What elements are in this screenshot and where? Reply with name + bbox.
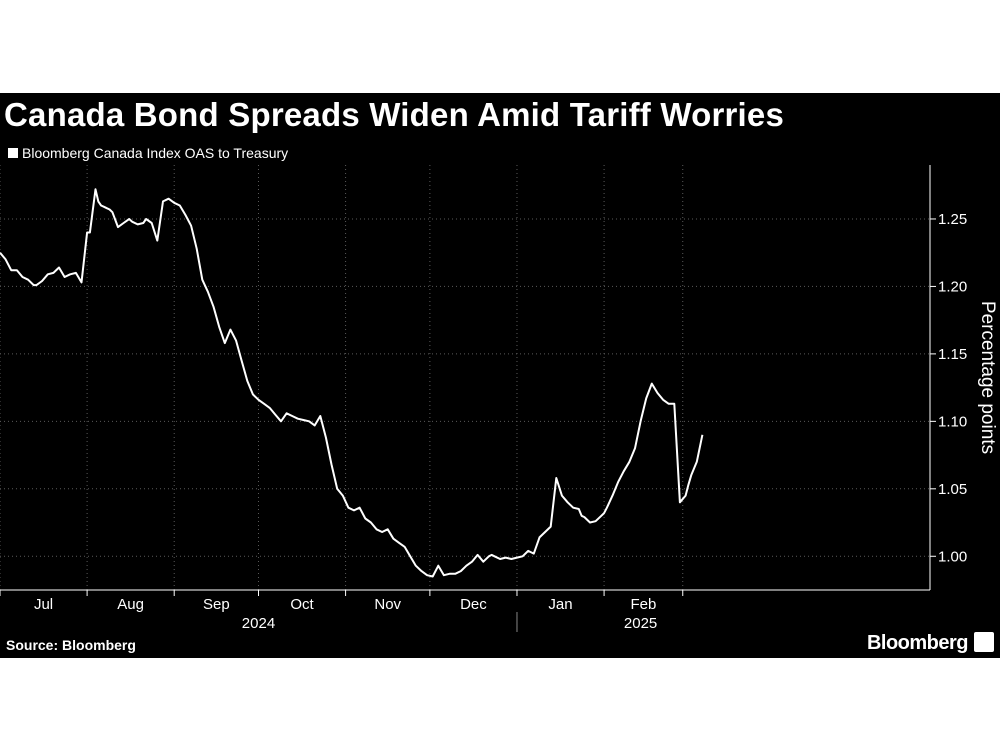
axes [0, 165, 936, 632]
x-tick-label: Sep [203, 596, 230, 613]
chart-title: Canada Bond Spreads Widen Amid Tariff Wo… [4, 96, 785, 133]
legend: Bloomberg Canada Index OAS to Treasury [8, 145, 288, 161]
x-tick-label: Aug [117, 596, 144, 613]
legend-swatch [8, 148, 18, 158]
y-tick-label: 1.00 [938, 548, 967, 565]
series [0, 188, 704, 578]
y-tick-label: 1.15 [938, 346, 967, 363]
y-tick-label: 1.20 [938, 278, 967, 295]
bloomberg-logo: Bloomberg [866, 632, 969, 654]
grid [0, 165, 930, 590]
x-tick-label: Jul [34, 596, 53, 613]
x-tick-label: Oct [290, 596, 314, 613]
chart-panel: Canada Bond Spreads Widen Amid Tariff Wo… [0, 93, 1000, 658]
series-line [0, 188, 704, 578]
y-tick-label: 1.10 [938, 413, 967, 430]
y-axis-label: Percentage points [977, 301, 998, 454]
tick-labels: 1.00 1.05 1.10 1.15 1.20 1.25 Jul Aug Sep Oct Nov D… [34, 211, 967, 632]
x-tick-label: Jan [548, 596, 572, 613]
x-tick-label: Feb [630, 596, 656, 613]
source-note: Source: Bloomberg [6, 637, 136, 653]
x-year-label: 2024 [242, 615, 275, 632]
legend-label: Bloomberg Canada Index OAS to Treasury [22, 145, 289, 161]
bloomberg-chart-icon [974, 632, 994, 652]
x-tick-label: Dec [460, 596, 487, 613]
y-tick-label: 1.05 [938, 481, 967, 498]
y-tick-label: 1.25 [938, 211, 967, 228]
x-year-label: 2025 [624, 615, 657, 632]
line-chart: 1.00 1.05 1.10 1.15 1.20 1.25 Jul Aug Sep Oct Nov D… [0, 165, 998, 632]
x-tick-label: Nov [374, 596, 401, 613]
